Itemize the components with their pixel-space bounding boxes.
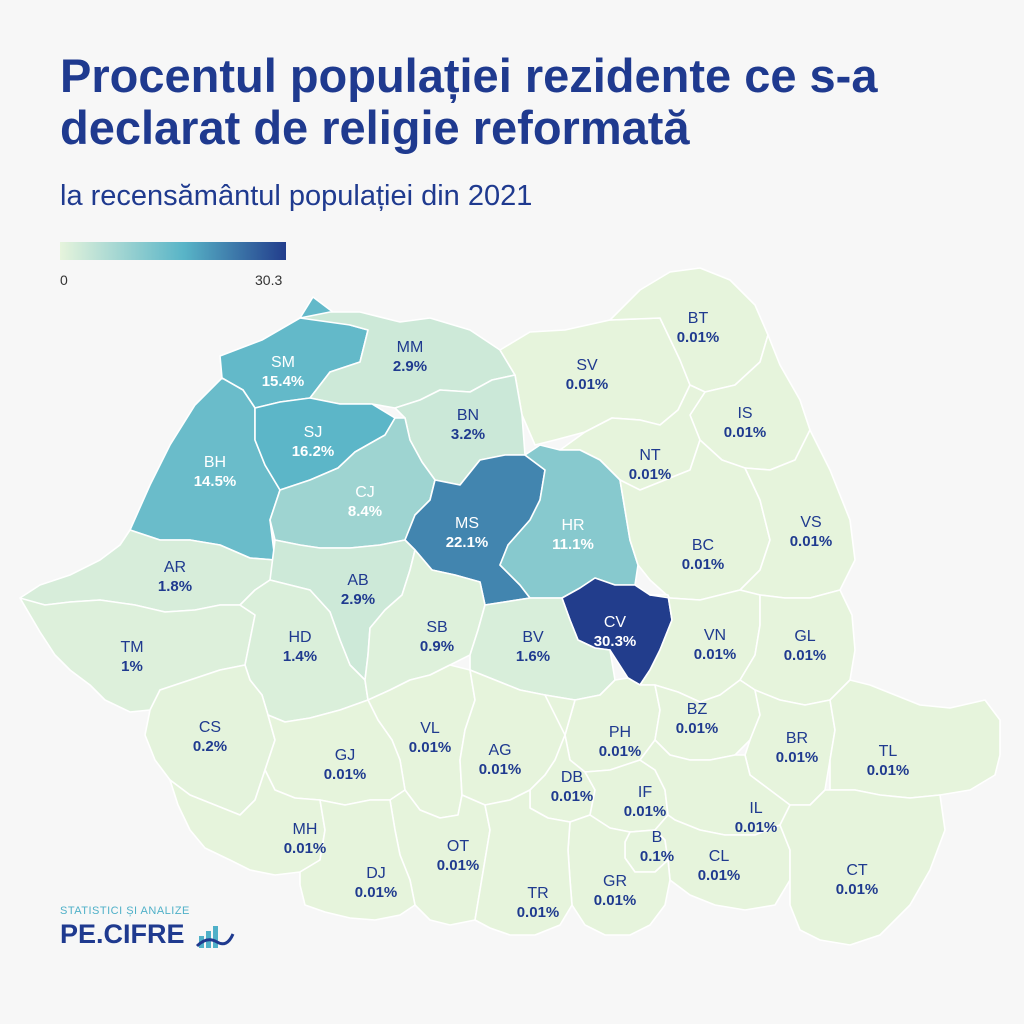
county-code-label: DB — [561, 769, 583, 786]
county-code-label: GL — [794, 628, 815, 645]
county-code-label: IS — [737, 405, 752, 422]
bar-chart-logo-icon — [195, 926, 235, 948]
county-code-label: CT — [846, 862, 868, 879]
county-value-label: 0.1% — [640, 848, 674, 865]
county-region-cl — [654, 814, 791, 911]
county-code-label: HD — [288, 629, 311, 646]
county-value-label: 22.1% — [446, 534, 489, 551]
county-region-dj — [299, 799, 416, 921]
county-value-label: 0.01% — [735, 819, 778, 836]
county-code-label: TR — [527, 885, 548, 902]
brand-logo: STATISTICI ȘI ANALIZE PE.CIFRE — [60, 905, 235, 950]
brand-tagline: STATISTICI ȘI ANALIZE — [60, 905, 190, 917]
county-value-label: 30.3% — [594, 633, 637, 650]
county-value-label: 1% — [121, 658, 143, 675]
county-value-label: 0.01% — [479, 761, 522, 778]
county-value-label: 0.01% — [694, 646, 737, 663]
county-code-label: MM — [397, 339, 424, 356]
county-code-label: CL — [709, 848, 730, 865]
county-value-label: 0.01% — [682, 556, 725, 573]
county-code-label: BT — [688, 310, 709, 327]
county-region-tr — [474, 789, 573, 936]
county-value-label: 0.01% — [784, 647, 827, 664]
county-code-label: IL — [749, 800, 762, 817]
county-code-label: GR — [603, 873, 627, 890]
county-value-label: 0.01% — [677, 329, 720, 346]
county-value-label: 0.01% — [724, 424, 767, 441]
county-code-label: BN — [457, 407, 479, 424]
county-value-label: 0.01% — [776, 749, 819, 766]
county-code-label: VL — [420, 720, 440, 737]
legend-min-label: 0 — [60, 272, 68, 288]
county-value-label: 0.01% — [551, 788, 594, 805]
county-code-label: SB — [426, 619, 447, 636]
county-value-label: 0.01% — [517, 904, 560, 921]
county-code-label: SM — [271, 354, 295, 371]
county-value-label: 14.5% — [194, 473, 237, 490]
county-code-label: HR — [561, 517, 584, 534]
county-value-label: 16.2% — [292, 443, 335, 460]
county-value-label: 0.01% — [599, 743, 642, 760]
county-code-label: PH — [609, 724, 631, 741]
county-code-label: SV — [576, 357, 598, 374]
county-code-label: GJ — [335, 747, 355, 764]
county-value-label: 0.01% — [629, 466, 672, 483]
county-code-label: VS — [800, 514, 821, 531]
county-region-tl — [829, 679, 1001, 799]
county-value-label: 0.01% — [676, 720, 719, 737]
county-value-label: 0.01% — [324, 766, 367, 783]
legend-max-label: 30.3 — [255, 272, 283, 288]
county-code-label: NT — [639, 447, 661, 464]
county-value-label: 1.8% — [158, 578, 192, 595]
county-value-label: 0.01% — [624, 803, 667, 820]
county-code-label: MS — [455, 515, 479, 532]
page-subtitle: la recensământul populației din 2021 — [60, 180, 533, 212]
county-value-label: 2.9% — [341, 591, 375, 608]
county-value-label: 11.1% — [552, 536, 594, 553]
county-value-label: 0.01% — [409, 739, 452, 756]
county-code-label: TL — [879, 743, 898, 760]
county-code-label: CV — [604, 614, 627, 631]
county-value-label: 8.4% — [348, 503, 382, 520]
county-code-label: BZ — [687, 701, 708, 718]
county-code-label: CS — [199, 719, 221, 736]
county-value-label: 1.6% — [516, 648, 550, 665]
county-code-label: AG — [488, 742, 511, 759]
county-code-label: AB — [347, 572, 368, 589]
county-code-label: BH — [204, 454, 226, 471]
county-code-label: SJ — [304, 424, 323, 441]
county-code-label: TM — [120, 639, 143, 656]
county-value-label: 0.01% — [284, 840, 327, 857]
county-value-label: 0.01% — [355, 884, 398, 901]
county-value-label: 2.9% — [393, 358, 427, 375]
county-code-label: VN — [704, 627, 726, 644]
county-value-label: 0.01% — [437, 857, 480, 874]
county-value-label: 0.01% — [836, 881, 879, 898]
county-value-label: 1.4% — [283, 648, 317, 665]
page-title: Procentul populației rezidente ce s-a de… — [60, 49, 878, 154]
county-value-label: 3.2% — [451, 426, 485, 443]
county-region-ct — [779, 789, 946, 946]
county-value-label: 0.9% — [420, 638, 454, 655]
brand-name: PE.CIFRE — [60, 919, 185, 949]
county-value-label: 0.01% — [566, 376, 609, 393]
legend-color-bar — [60, 242, 286, 260]
county-value-label: 15.4% — [262, 373, 305, 390]
county-code-label: IF — [638, 784, 652, 801]
county-value-label: 0.01% — [594, 892, 637, 909]
county-code-label: DJ — [366, 865, 386, 882]
county-code-label: AR — [164, 559, 186, 576]
county-value-label: 0.01% — [790, 533, 833, 550]
county-code-label: CJ — [355, 484, 375, 501]
county-value-label: 0.2% — [193, 738, 227, 755]
county-value-label: 0.01% — [867, 762, 910, 779]
county-code-label: OT — [447, 838, 469, 855]
county-value-label: 0.01% — [698, 867, 741, 884]
county-code-label: BC — [692, 537, 714, 554]
county-code-label: MH — [293, 821, 318, 838]
county-code-label: B — [652, 829, 663, 846]
county-code-label: BV — [522, 629, 544, 646]
county-code-label: BR — [786, 730, 808, 747]
